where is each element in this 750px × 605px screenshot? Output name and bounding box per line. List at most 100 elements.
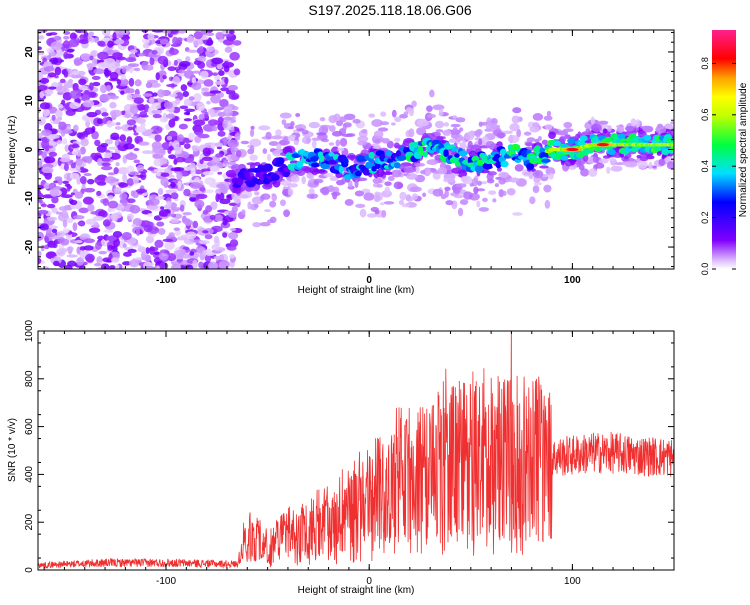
spectrogram-halo-blob (403, 111, 409, 116)
spectrogram-noise-blob (192, 259, 198, 269)
spectrogram-noise-blob (75, 158, 83, 167)
spectrogram-noise-blob (151, 30, 164, 33)
spectrogram-noise-blob (85, 119, 91, 128)
spectrogram-noise-blob (210, 94, 221, 104)
spectrogram-noise-blob (52, 242, 58, 249)
spectrogram-noise-blob (92, 81, 101, 87)
spectrogram-halo-blob (663, 158, 670, 163)
spectrogram-halo-blob (408, 128, 415, 138)
spectrogram-noise-blob (62, 180, 69, 185)
spectrogram-noise-blob (233, 68, 241, 76)
spectrogram-noise-blob (141, 38, 150, 44)
spectrogram-halo-blob (306, 172, 313, 179)
spectrogram-halo-blob (671, 127, 674, 136)
spectrogram-noise-blob (193, 119, 206, 126)
spectrogram-noise-blob (66, 254, 78, 258)
spectrogram-noise-blob (168, 118, 176, 128)
spectrogram-noise-blob (166, 200, 172, 207)
spectrogram-halo-blob (311, 140, 317, 149)
spectrogram-halo-blob (559, 135, 566, 143)
spectrogram-halo-blob (578, 164, 585, 171)
spectrogram-noise-blob (211, 244, 221, 251)
spectrogram-halo-blob (319, 117, 326, 122)
spectrogram-halo-blob (486, 178, 495, 184)
spectrogram-halo-blob (590, 116, 595, 125)
spectrogram-noise-blob (38, 84, 48, 91)
spectrogram-noise-blob (152, 92, 158, 97)
spectrogram-noise-blob (163, 101, 174, 109)
spectrogram-halo-blob (422, 192, 427, 198)
spectrogram-noise-blob (148, 96, 155, 104)
spectrogram-noise-blob (62, 138, 68, 145)
spectrogram-halo-blob (546, 110, 552, 117)
spectrogram-noise-blob (113, 167, 119, 175)
spectrogram-halo-blob (607, 125, 612, 133)
spectrogram-noise-blob (79, 39, 89, 45)
spectrogram-halo-blob (469, 182, 475, 187)
spectrogram-noise-blob (223, 136, 228, 146)
spectrogram-noise-blob (50, 134, 60, 139)
spectrogram-noise-blob (174, 98, 181, 105)
snr-panel: -100 0 100 0 200 400 600 800 1000 Height of str… (7, 319, 675, 596)
spectrogram-halo-blob (336, 120, 344, 127)
spectrogram-ridge-blob (482, 162, 493, 170)
spectrogram-noise-blob (205, 32, 215, 37)
spectrogram-noise-blob (46, 203, 56, 209)
spectrogram-noise-blob (102, 198, 110, 206)
spectrogram-ridge-blob (532, 156, 538, 162)
spectrogram-halo-blob (463, 134, 471, 140)
spectrogram-noise-blob (63, 51, 69, 60)
spectrogram-ridge-blob (567, 138, 576, 145)
spectrogram-noise-blob (204, 234, 213, 240)
spectrogram-noise-blob (133, 97, 144, 104)
spectrogram-halo-blob (487, 171, 497, 176)
spectrogram-halo-blob (626, 161, 638, 168)
spectrogram-halo-blob (275, 129, 282, 137)
spectrogram-halo-blob (455, 117, 466, 123)
spectrogram-halo-blob (509, 123, 520, 132)
spectrogram-noise-blob (232, 40, 242, 46)
spectrogram-noise-blob (209, 108, 215, 118)
spectrogram-noise-blob (179, 105, 189, 110)
spectrogram-halo-blob (241, 209, 246, 216)
spectrogram-ridge-blob (454, 153, 460, 158)
spectrogram-halo-blob (488, 190, 497, 195)
spectrogram-noise-blob (66, 246, 74, 252)
spectrogram-halo-blob (514, 164, 524, 172)
spectrogram-noise-blob (168, 48, 179, 56)
spectrogram-noise-blob (64, 264, 73, 269)
spectrogram-noise-blob (81, 94, 88, 99)
spectrogram-halo-blob (459, 127, 464, 132)
spectrogram-halo-blob (411, 100, 417, 108)
spectrogram-noise-blob (125, 110, 131, 115)
spectrogram-halo-blob (384, 181, 392, 187)
spectrogram-y-ticks: -20 -10 0 10 20 (24, 31, 674, 268)
spectrogram-noise-blob (38, 71, 44, 81)
spectrogram-noise-blob (42, 108, 50, 117)
spectrogram-noise-blob (211, 225, 223, 233)
spectrogram-noise-blob (107, 172, 116, 176)
spectrogram-noise-blob (202, 91, 211, 97)
spectrogram-halo-blob (512, 212, 523, 216)
spectrogram-halo-blob (331, 130, 343, 137)
spectrogram-y-tick-label: 0 (24, 146, 35, 152)
spectrogram-noise-blob (129, 204, 141, 214)
spectrogram-noise-blob (206, 39, 214, 46)
spectrogram-y-label: Frequency (Hz) (7, 116, 18, 185)
spectrogram-noise-blob (40, 203, 47, 208)
spectrogram-noise-blob (32, 109, 36, 113)
spectrogram-noise-blob (58, 121, 67, 131)
spectrogram-noise-blob (183, 143, 191, 150)
spectrogram-halo-blob (511, 115, 520, 124)
spectrogram-noise-blob (134, 79, 142, 87)
spectrogram-noise-blob (106, 120, 114, 128)
spectrogram-halo-blob (234, 147, 239, 151)
spectrogram-noise-blob (32, 161, 38, 169)
spectrogram-noise-blob (38, 192, 44, 199)
spectrogram-ridge-blob (362, 169, 371, 176)
spectrogram-halo-blob (544, 199, 551, 209)
spectrogram-noise-blob (38, 159, 43, 168)
spectrogram-halo-blob (359, 208, 367, 218)
spectrogram-noise-blob (211, 57, 224, 65)
spectrogram-noise-blob (109, 152, 121, 160)
